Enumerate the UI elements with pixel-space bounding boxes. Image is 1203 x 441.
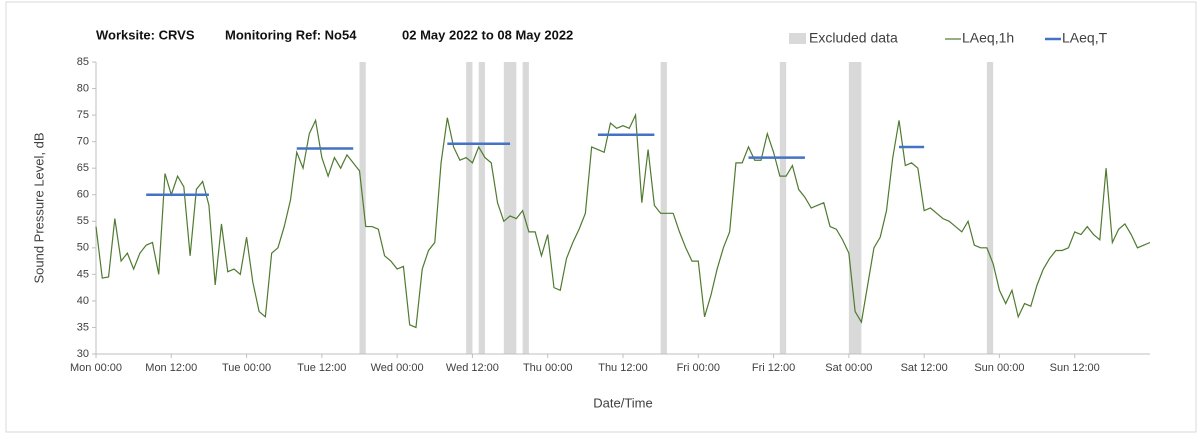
- y-tick-label: 65: [77, 162, 89, 174]
- line-series: [95, 112, 1151, 329]
- excluded-band: [466, 62, 473, 354]
- x-tick-label: Sun 00:00: [974, 362, 1024, 374]
- x-tick-label: Thu 00:00: [523, 362, 573, 374]
- y-tick-label: 70: [77, 136, 89, 148]
- excluded-band: [503, 62, 517, 354]
- x-tick-label: Fri 12:00: [752, 362, 795, 374]
- excluded-band: [522, 62, 529, 354]
- chart-title: 02 May 2022 to 08 May 2022: [402, 27, 573, 42]
- x-axis-label: Date/Time: [593, 395, 652, 410]
- x-tick-label: Tue 00:00: [222, 362, 271, 374]
- chart-border: [5, 1, 1197, 433]
- excluded-band: [986, 62, 994, 354]
- x-tick-label: Sat 12:00: [901, 362, 948, 374]
- legend-label: LAeq,T: [1062, 30, 1108, 46]
- excluded-band: [779, 62, 787, 354]
- y-tick-label: 80: [77, 82, 89, 94]
- y-tick-label: 60: [77, 189, 89, 201]
- legend-label: LAeq,1h: [962, 30, 1014, 46]
- y-tick-label: 40: [77, 295, 89, 307]
- x-tick-label: Sun 12:00: [1050, 362, 1100, 374]
- y-tick-label: 35: [77, 321, 89, 333]
- y-axis-label: Sound Pressure Level, dB: [31, 132, 46, 283]
- x-tick-label: Thu 12:00: [598, 362, 648, 374]
- chart-title: Monitoring Ref: No54: [225, 27, 357, 42]
- x-tick-label: Mon 00:00: [70, 362, 122, 374]
- y-tick-label: 85: [77, 56, 89, 68]
- x-tick-label: Mon 12:00: [145, 362, 197, 374]
- x-tick-label: Fri 00:00: [677, 362, 720, 374]
- chart-title: Worksite: CRVS: [96, 27, 195, 42]
- y-tick-label: 45: [77, 268, 89, 280]
- x-tick-label: Wed 12:00: [446, 362, 499, 374]
- excluded-band: [660, 62, 667, 354]
- x-tick-label: Tue 12:00: [297, 362, 346, 374]
- y-tick-label: 75: [77, 109, 89, 121]
- y-tick-label: 55: [77, 215, 89, 227]
- excluded-band: [359, 62, 366, 354]
- x-tick-label: Wed 00:00: [371, 362, 424, 374]
- y-tick-label: 30: [77, 348, 89, 360]
- legend-swatch: [789, 33, 806, 44]
- excluded-band: [478, 62, 485, 354]
- x-tick-label: Sat 00:00: [825, 362, 872, 374]
- y-tick-label: 50: [77, 242, 89, 254]
- legend-label: Excluded data: [809, 30, 898, 46]
